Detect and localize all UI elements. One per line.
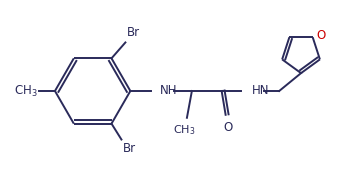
Text: HN: HN [251, 84, 269, 98]
Text: Br: Br [122, 142, 136, 156]
Text: NH: NH [160, 84, 178, 98]
Text: O: O [223, 121, 232, 134]
Text: CH$_3$: CH$_3$ [173, 123, 195, 137]
Text: CH$_3$: CH$_3$ [15, 83, 38, 98]
Text: Br: Br [126, 26, 139, 40]
Text: O: O [317, 29, 326, 42]
